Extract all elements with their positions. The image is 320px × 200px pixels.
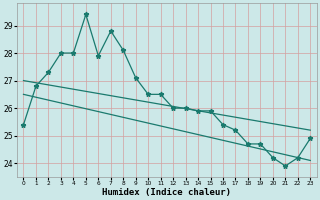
X-axis label: Humidex (Indice chaleur): Humidex (Indice chaleur): [102, 188, 231, 197]
